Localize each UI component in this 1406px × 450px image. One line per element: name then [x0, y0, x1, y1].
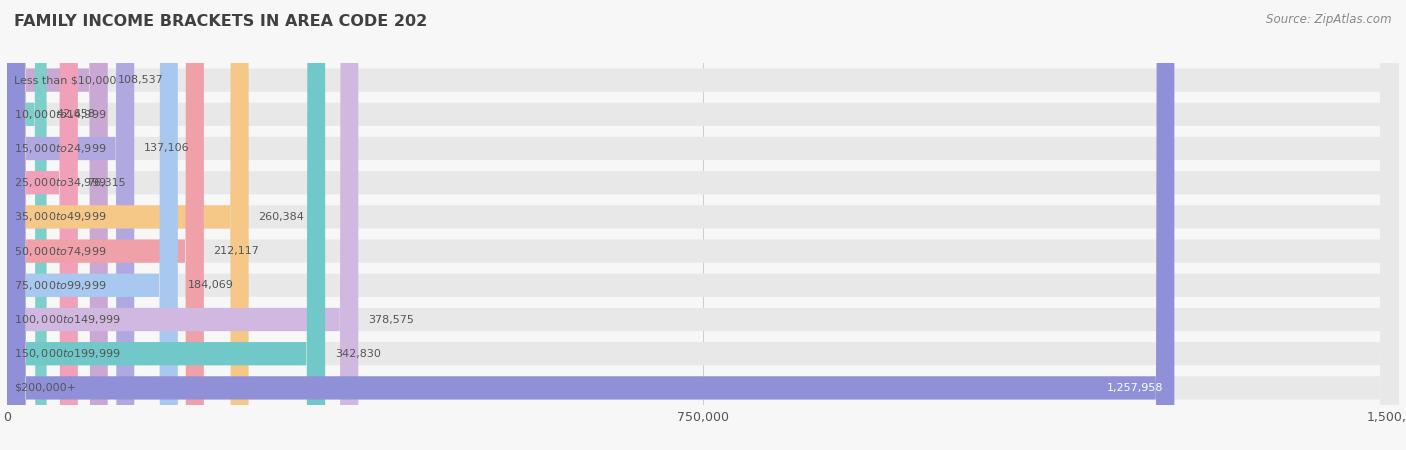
Text: 184,069: 184,069 [187, 280, 233, 290]
FancyBboxPatch shape [7, 0, 1399, 450]
FancyBboxPatch shape [7, 0, 359, 450]
Text: $150,000 to $199,999: $150,000 to $199,999 [14, 347, 121, 360]
Text: $75,000 to $99,999: $75,000 to $99,999 [14, 279, 107, 292]
FancyBboxPatch shape [7, 0, 108, 450]
FancyBboxPatch shape [7, 0, 77, 450]
Text: 1,257,958: 1,257,958 [1107, 383, 1163, 393]
FancyBboxPatch shape [7, 0, 134, 450]
Text: 260,384: 260,384 [259, 212, 304, 222]
Text: Source: ZipAtlas.com: Source: ZipAtlas.com [1267, 14, 1392, 27]
Text: 342,830: 342,830 [335, 349, 381, 359]
FancyBboxPatch shape [7, 0, 1399, 450]
Text: 76,315: 76,315 [87, 178, 127, 188]
FancyBboxPatch shape [7, 0, 1399, 450]
Text: $10,000 to $14,999: $10,000 to $14,999 [14, 108, 107, 121]
Text: $100,000 to $149,999: $100,000 to $149,999 [14, 313, 121, 326]
Text: $200,000+: $200,000+ [14, 383, 76, 393]
Text: 42,658: 42,658 [56, 109, 96, 119]
Text: $15,000 to $24,999: $15,000 to $24,999 [14, 142, 107, 155]
FancyBboxPatch shape [7, 0, 1399, 450]
FancyBboxPatch shape [7, 0, 1174, 450]
Text: $25,000 to $34,999: $25,000 to $34,999 [14, 176, 107, 189]
Text: FAMILY INCOME BRACKETS IN AREA CODE 202: FAMILY INCOME BRACKETS IN AREA CODE 202 [14, 14, 427, 28]
FancyBboxPatch shape [7, 0, 1399, 450]
Text: 212,117: 212,117 [214, 246, 260, 256]
FancyBboxPatch shape [7, 0, 1399, 450]
FancyBboxPatch shape [7, 0, 1399, 450]
FancyBboxPatch shape [7, 0, 1399, 450]
Text: 137,106: 137,106 [143, 144, 190, 153]
FancyBboxPatch shape [7, 0, 177, 450]
FancyBboxPatch shape [7, 0, 249, 450]
Text: Less than $10,000: Less than $10,000 [14, 75, 117, 85]
Text: $50,000 to $74,999: $50,000 to $74,999 [14, 245, 107, 257]
Text: $35,000 to $49,999: $35,000 to $49,999 [14, 211, 107, 223]
FancyBboxPatch shape [7, 0, 46, 450]
FancyBboxPatch shape [7, 0, 1399, 450]
FancyBboxPatch shape [7, 0, 325, 450]
Text: 378,575: 378,575 [368, 315, 413, 324]
FancyBboxPatch shape [7, 0, 1399, 450]
Text: 108,537: 108,537 [118, 75, 163, 85]
FancyBboxPatch shape [7, 0, 204, 450]
